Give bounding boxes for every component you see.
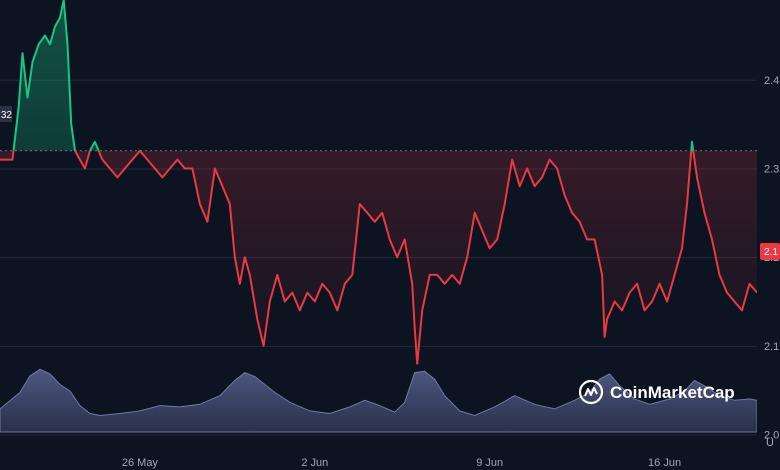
- y-tick-label: 2.1: [764, 341, 779, 353]
- baseline-tag: 2.32: [0, 106, 12, 122]
- price-fill-below: [0, 150, 757, 364]
- coinmarketcap-logo-icon: [578, 379, 604, 405]
- volume-area: [0, 368, 757, 433]
- x-tick-label: 16 Jun: [648, 457, 681, 469]
- volume-axis-label: U: [766, 437, 774, 449]
- watermark-text: CoinMarketCap: [610, 383, 735, 402]
- current-price-tag: 2.1: [760, 243, 780, 260]
- y-tick-label: 2.4: [764, 75, 779, 87]
- price-area: [0, 0, 757, 365]
- coinmarketcap-logo-wave: [584, 387, 598, 397]
- watermark: CoinMarketCap: [578, 379, 735, 405]
- x-tick-label: 26 May: [122, 457, 159, 469]
- baseline-tag-text: 2.32: [0, 110, 12, 121]
- x-tick-label: 2 Jun: [301, 457, 328, 469]
- price-line-down: [0, 150, 757, 365]
- x-tick-label: 9 Jun: [476, 457, 503, 469]
- y-tick-label: 2.0: [764, 430, 779, 442]
- volume-series: [0, 368, 757, 433]
- current-price-tag-text: 2.1: [764, 247, 778, 258]
- x-axis: 26 May 2 Jun 9 Jun 16 Jun: [122, 457, 681, 469]
- y-tick-label: 2.3: [764, 163, 779, 175]
